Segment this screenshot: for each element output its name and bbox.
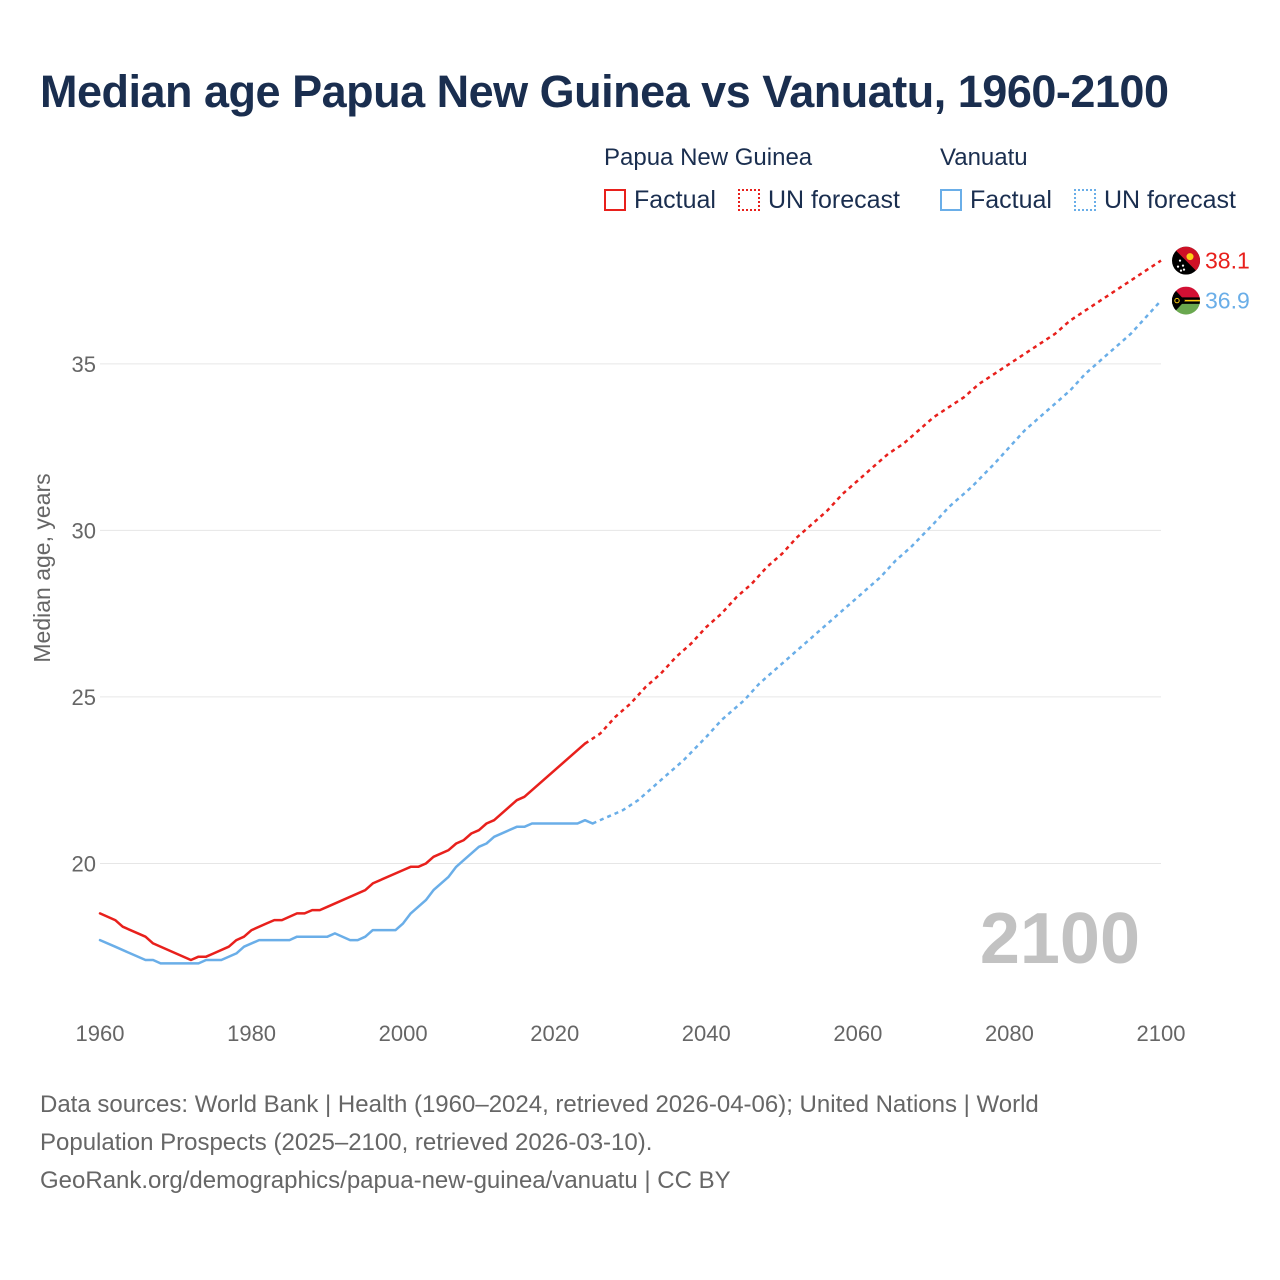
legend-vut-factual[interactable]: Factual xyxy=(940,184,1052,216)
footer-line-2: Population Prospects (2025–2100, retriev… xyxy=(40,1129,653,1156)
southern-cross-star-4 xyxy=(1182,268,1186,271)
legend-vut-forecast[interactable]: UN forecast xyxy=(1074,184,1236,216)
legend-solid-swatch-red xyxy=(604,189,626,211)
flag-red-field xyxy=(1172,246,1200,275)
x-tick-label-2020: 2020 xyxy=(530,1021,579,1046)
legend-title-vanuatu: Vanuatu xyxy=(940,144,1028,171)
end-value-label-papua-new-guinea: 38.1 xyxy=(1205,248,1250,274)
end-markers: 38.1 36.9 xyxy=(1172,246,1250,315)
legend-dotted-swatch-red xyxy=(738,189,760,211)
y-axis: 20 25 30 35 xyxy=(72,352,96,877)
legend-dotted-swatch-blue xyxy=(1074,189,1096,211)
x-tick-label-1960: 1960 xyxy=(76,1021,125,1046)
x-axis: 1960 1980 2000 2020 2040 2060 2080 2100 xyxy=(76,1021,1186,1046)
x-tick-label-2100: 2100 xyxy=(1137,1021,1186,1046)
end-value-label-vanuatu: 36.9 xyxy=(1205,288,1250,314)
series-lines xyxy=(98,259,1162,965)
legend-title-papua-new-guinea: Papua New Guinea xyxy=(604,144,813,171)
grid-lines xyxy=(100,363,1161,864)
southern-cross-star-3 xyxy=(1179,269,1183,272)
legend-png-factual[interactable]: Factual xyxy=(604,184,716,216)
flag-icon-vanuatu xyxy=(1172,286,1200,315)
x-tick-label-2060: 2060 xyxy=(833,1021,882,1046)
series-line-vanuatu-forecast xyxy=(592,299,1162,825)
southern-cross-star-0 xyxy=(1178,259,1182,262)
y-axis-label: Median age, years xyxy=(29,473,55,662)
series-line-papua-new-guinea-factual xyxy=(98,742,587,962)
legend-vut-factual-label: Factual xyxy=(970,185,1052,214)
footer-line-1: Data sources: World Bank | Health (1960–… xyxy=(40,1091,1039,1118)
x-tick-label-1980: 1980 xyxy=(227,1021,276,1046)
boar-tusk-icon xyxy=(1174,297,1180,304)
chart-title: Median age Papua New Guinea vs Vanuatu, … xyxy=(40,66,1169,117)
y-tick-label-25: 25 xyxy=(72,685,96,710)
legend-solid-swatch-blue xyxy=(940,189,962,211)
y-tick-label-20: 20 xyxy=(72,851,96,876)
x-tick-label-2080: 2080 xyxy=(985,1021,1034,1046)
y-tick-label-35: 35 xyxy=(72,352,96,377)
flag-black-triangle xyxy=(1172,286,1185,315)
legend-png-forecast[interactable]: UN forecast xyxy=(738,184,900,216)
x-tick-label-2040: 2040 xyxy=(682,1021,731,1046)
bird-of-paradise-icon xyxy=(1186,253,1194,261)
legend-png-factual-label: Factual xyxy=(634,185,716,214)
end-marker-vanuatu: 36.9 xyxy=(1172,286,1250,315)
footer-sources: Data sources: World Bank | Health (1960–… xyxy=(40,1086,1240,1200)
y-tick-label-30: 30 xyxy=(72,518,96,543)
series-line-vanuatu-factual xyxy=(98,818,594,965)
footer-line-3: GeoRank.org/demographics/papua-new-guine… xyxy=(40,1167,731,1194)
southern-cross-star-1 xyxy=(1181,264,1185,267)
legend-vut-forecast-label: UN forecast xyxy=(1104,185,1236,214)
end-marker-papua-new-guinea: 38.1 xyxy=(1172,246,1250,275)
line-chart: 2100 20 25 30 35 1960 1980 2000 2020 2040 2060 20… xyxy=(29,246,1250,1046)
x-tick-label-2000: 2000 xyxy=(379,1021,428,1046)
legend-png-forecast-label: UN forecast xyxy=(768,185,900,214)
series-line-papua-new-guinea-forecast xyxy=(584,259,1162,745)
flag-icon-papua-new-guinea xyxy=(1172,246,1200,275)
southern-cross-star-2 xyxy=(1176,265,1180,268)
year-watermark: 2100 xyxy=(980,899,1140,979)
